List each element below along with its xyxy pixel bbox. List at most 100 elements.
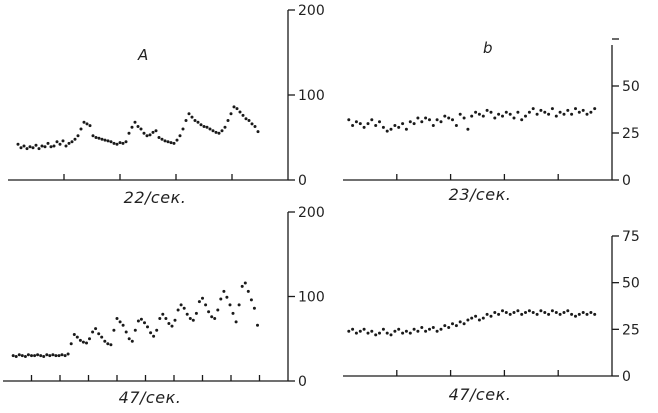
- data-point: [362, 327, 366, 331]
- data-point: [88, 124, 92, 128]
- data-point: [554, 311, 558, 314]
- data-point: [94, 327, 98, 331]
- data-point: [46, 141, 50, 145]
- data-point: [501, 309, 504, 313]
- data-point: [524, 311, 527, 314]
- data-point: [347, 118, 351, 122]
- data-point: [54, 354, 58, 358]
- data-point: [228, 303, 232, 307]
- data-point: [158, 317, 162, 320]
- data-point: [474, 110, 478, 114]
- y-tick-label: 100: [298, 290, 325, 306]
- data-point: [133, 328, 137, 332]
- data-point: [458, 320, 462, 324]
- data-point: [85, 122, 89, 126]
- data-point: [428, 327, 431, 331]
- data-point: [527, 309, 531, 313]
- data-point: [235, 107, 239, 111]
- data-point: [351, 327, 355, 331]
- data-point: [435, 329, 439, 333]
- data-point: [216, 308, 220, 312]
- data-point: [451, 322, 454, 326]
- data-point: [458, 112, 462, 116]
- data-point: [97, 332, 101, 336]
- data-point: [504, 311, 508, 314]
- data-point: [508, 112, 512, 116]
- data-point: [520, 312, 524, 316]
- data-point: [451, 118, 454, 122]
- data-point: [577, 312, 581, 316]
- data-point: [170, 324, 174, 328]
- data-point: [424, 116, 428, 120]
- data-point: [210, 315, 214, 319]
- data-point: [566, 108, 570, 112]
- data-point: [253, 125, 257, 128]
- data-point: [501, 114, 504, 118]
- data-point: [115, 317, 119, 320]
- data-point: [23, 355, 27, 358]
- data-point: [454, 324, 458, 328]
- data-point: [28, 145, 32, 149]
- data-point: [389, 333, 393, 337]
- data-point: [82, 120, 86, 124]
- data-point: [139, 317, 143, 321]
- data-point: [152, 334, 156, 338]
- y-tick-label: 75: [622, 229, 640, 245]
- data-point: [404, 127, 408, 131]
- data-point: [166, 140, 170, 144]
- data-point: [504, 110, 508, 114]
- data-point: [155, 328, 159, 332]
- data-point: [173, 318, 177, 322]
- data-point: [493, 116, 497, 120]
- data-point: [181, 127, 185, 131]
- data-point: [63, 354, 67, 358]
- data-point: [397, 327, 401, 331]
- data-point: [58, 142, 62, 146]
- data-point: [225, 295, 229, 299]
- data-point: [358, 329, 362, 333]
- data-point: [178, 134, 182, 138]
- data-point: [217, 131, 221, 135]
- data-point: [589, 110, 593, 114]
- chart-top-right: 0 25 50 23/сек.: [343, 38, 640, 204]
- data-point: [238, 110, 242, 114]
- data-point: [163, 139, 167, 143]
- data-point: [139, 127, 143, 131]
- data-point: [109, 343, 113, 347]
- data-point: [547, 112, 551, 116]
- data-point: [188, 317, 192, 320]
- data-point: [214, 130, 218, 134]
- data-point: [30, 354, 33, 358]
- data-point: [439, 327, 443, 331]
- data-point: [124, 140, 128, 144]
- data-point: [167, 322, 171, 325]
- data-point: [535, 312, 539, 316]
- data-point: [347, 329, 351, 333]
- data-point: [79, 127, 83, 131]
- data-point: [354, 331, 358, 335]
- chart-bottom-right: 0 25 50 75 47/сек.: [343, 229, 640, 404]
- data-point: [20, 354, 24, 358]
- data-point: [64, 144, 68, 148]
- data-point: [585, 112, 589, 116]
- data-point: [76, 134, 80, 138]
- data-point: [531, 107, 535, 111]
- data-point: [404, 329, 408, 333]
- data-point: [424, 329, 428, 333]
- data-point: [416, 116, 420, 120]
- data-point: [524, 114, 527, 118]
- y-tick-label: 0: [622, 369, 631, 385]
- data-point: [385, 129, 389, 133]
- data-point: [91, 134, 95, 138]
- data-point: [470, 114, 474, 118]
- data-point: [477, 318, 481, 322]
- data-point: [103, 339, 107, 343]
- data-point: [554, 114, 558, 118]
- y-tick-label: 0: [622, 173, 631, 189]
- y-tick-label: 25: [622, 126, 640, 142]
- data-point: [481, 316, 485, 320]
- data-point: [493, 311, 497, 314]
- data-point: [512, 116, 516, 120]
- data-point: [52, 144, 56, 148]
- y-tick-label: 50: [622, 79, 640, 95]
